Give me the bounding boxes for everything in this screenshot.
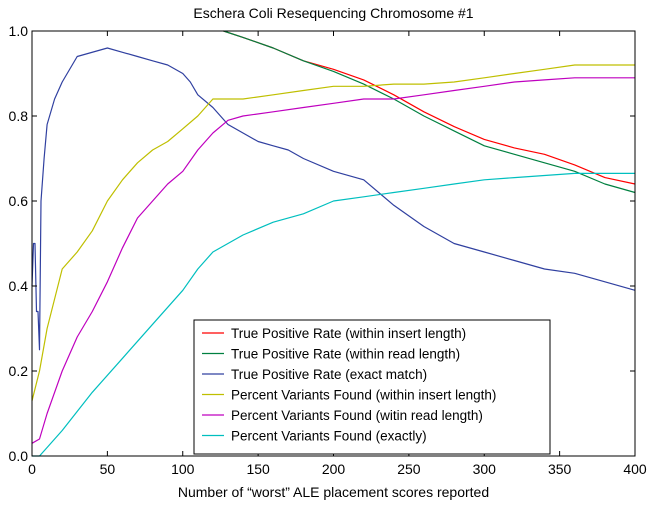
legend-box [193,319,551,455]
legend-label: Percent Variants Found (exactly) [231,429,427,444]
chart-title: Eschera Coli Resequencing Chromosome #1 [193,5,473,21]
x-tick-label: 150 [246,461,270,477]
y-tick-label: 0.8 [9,108,29,124]
legend-label: True Positive Rate (within insert length… [231,326,466,341]
x-tick-label: 350 [548,461,572,477]
x-tick-label: 50 [100,461,116,477]
series-line-4 [31,64,635,401]
ticks-layer: 0 50 100 150 200 250 300 350 400 0.0 0.2 0.4 0.6 0.8 1… [9,23,647,477]
y-tick-label: 0.0 [9,448,29,464]
legend-label: True Positive Rate (within read length) [231,347,460,362]
series-line-1 [223,30,636,185]
series-line-3 [31,47,636,351]
legend-label: True Positive Rate (exact match) [231,367,427,382]
x-tick-label: 250 [397,461,421,477]
y-tick-label: 0.4 [9,278,29,294]
x-tick-label: 0 [28,461,36,477]
legend-label: Percent Variants Found (witin read lengt… [231,408,483,423]
y-tick-label: 0.2 [9,363,29,379]
x-tick-label: 200 [322,461,346,477]
series-line-5 [31,77,635,444]
y-tick-label: 0.6 [9,193,29,209]
series-line-2 [223,30,636,194]
x-tick-label: 400 [623,461,647,477]
x-tick-label: 300 [473,461,497,477]
x-tick-label: 100 [171,461,195,477]
x-axis-title: Number of “worst” ALE placement scores r… [178,484,489,500]
series-layer [31,30,636,457]
y-tick-label: 1.0 [9,23,29,39]
legend: True Positive Rate (within insert length… [193,319,551,455]
series-line-6 [32,172,635,457]
legend-label: Percent Variants Found (within insert le… [231,388,496,403]
